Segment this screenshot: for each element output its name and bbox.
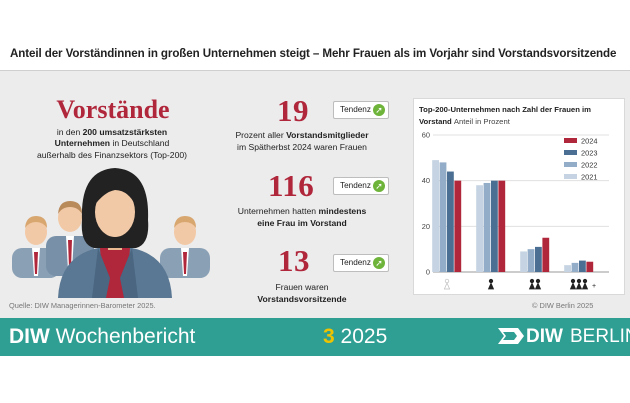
source-note: Quelle: DIW Managerinnen-Barometer 2025. (9, 301, 156, 310)
stat-description: Prozent aller Vorstandsmitglieder im Spä… (235, 130, 369, 152)
stat-value-ceos: 13 (278, 243, 310, 278)
issue: 3 (323, 325, 335, 348)
issue-number: 3 2025 (323, 325, 387, 349)
chart-title: Top-200-Unternehmen nach Zahl der Frauen… (419, 105, 591, 126)
plus-label: + (592, 283, 596, 290)
board-people-illustration (12, 168, 210, 298)
bar-2024-0 (454, 180, 462, 272)
bar-2021-1 (476, 185, 483, 272)
bar-2024-2 (542, 237, 550, 272)
stat-description: Unternehmen hatten mindestens eine Frau … (237, 206, 367, 228)
tendenz-badge: Tendenz ➚ (333, 254, 389, 272)
publication-name: DIW Wochenbericht (9, 325, 195, 349)
legend-swatch-2021 (564, 174, 577, 179)
copyright-note: © DIW Berlin 2025 (532, 301, 594, 310)
bar-2024-3+ (586, 261, 594, 272)
publication-title: Wochenbericht (55, 325, 196, 348)
stat-value-companies: 116 (268, 168, 315, 203)
arrow-up-right-icon: ➚ (373, 257, 385, 269)
tendenz-label: Tendenz (340, 258, 371, 267)
diw-logo-icon (498, 328, 524, 344)
arrow-up-right-icon: ➚ (373, 180, 385, 192)
chart-subtitle: Anteil in Prozent (453, 116, 510, 126)
bar-chart: 0 20 40 60 +2024 2023 2022 2021 (422, 131, 609, 290)
bar-2024-1 (498, 180, 506, 272)
woman-icon (528, 282, 536, 290)
bar-2021-3+ (564, 265, 571, 272)
logo-text-diw: DIW (526, 326, 563, 347)
woman-icon (569, 282, 577, 290)
legend-swatch-2024 (564, 138, 577, 143)
section-title: Vorstände (56, 95, 170, 124)
legend-label: 2024 (581, 137, 597, 146)
bar-2023-3+ (579, 260, 586, 272)
stat-value-women-share: 19 (277, 93, 309, 128)
tendenz-badge: Tendenz ➚ (333, 177, 389, 195)
tendenz-label: Tendenz (340, 181, 371, 190)
woman-icon (443, 282, 451, 290)
divider (0, 70, 630, 71)
bar-2021-0 (432, 160, 439, 272)
bar-2021-2 (520, 251, 527, 272)
footer-band (0, 318, 630, 356)
legend-swatch-2022 (564, 162, 577, 167)
stat-description: Frauen waren Vorstandsvorsitzende (257, 282, 347, 304)
y-tick-label: 0 (426, 268, 430, 277)
tendenz-label: Tendenz (340, 105, 371, 114)
bar-2022-3+ (571, 262, 579, 272)
man-icon (160, 216, 210, 278)
legend-label: 2021 (581, 173, 597, 182)
y-tick-label: 60 (422, 131, 430, 140)
bar-2023-2 (535, 246, 542, 272)
woman-icon (58, 168, 172, 298)
headline: Anteil der Vorständinnen in großen Unter… (10, 47, 617, 60)
publication-brand: DIW (9, 325, 50, 348)
bar-2022-2 (527, 249, 535, 272)
bar-2022-0 (439, 162, 447, 272)
bar-2023-0 (447, 171, 454, 272)
issue-year: 2025 (340, 325, 388, 348)
woman-icon (487, 282, 495, 290)
woman-icon (581, 282, 589, 290)
y-tick-label: 40 (422, 176, 430, 185)
logo-text-berlin: BERLIN (570, 326, 630, 347)
bar-2022-1 (483, 182, 491, 272)
woman-icon (575, 282, 583, 290)
arrow-up-right-icon: ➚ (373, 104, 385, 116)
section-description: in den 200 umsatzstärksten Unternehmen i… (37, 127, 187, 160)
legend-label: 2023 (581, 149, 597, 158)
woman-icon (534, 282, 542, 290)
y-tick-label: 20 (422, 222, 430, 231)
legend-swatch-2023 (564, 150, 577, 155)
legend-label: 2022 (581, 161, 597, 170)
bar-2023-1 (491, 180, 498, 272)
tendenz-badge: Tendenz ➚ (333, 101, 389, 119)
